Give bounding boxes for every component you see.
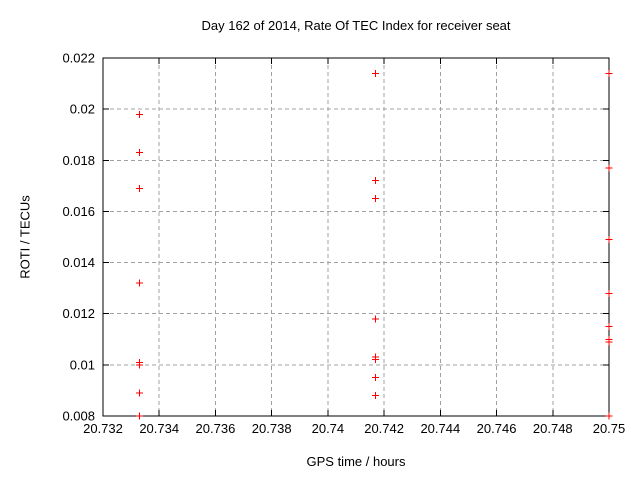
data-point-marker xyxy=(372,177,380,185)
x-tick-label: 20.736 xyxy=(196,421,236,436)
data-point-marker xyxy=(136,184,144,192)
y-tick-label: 0.016 xyxy=(62,204,95,219)
data-point-marker xyxy=(372,195,380,203)
data-point-marker xyxy=(372,392,380,400)
x-tick-label: 20.75 xyxy=(593,421,626,436)
data-point-marker xyxy=(136,412,144,420)
data-point-marker xyxy=(136,389,144,397)
plot-border xyxy=(102,57,610,417)
data-point-marker xyxy=(605,323,613,330)
x-tick-label: 20.738 xyxy=(252,421,292,436)
y-tick-label: 0.018 xyxy=(62,153,95,168)
data-point-marker xyxy=(136,110,144,118)
data-point-marker xyxy=(372,315,380,323)
data-point-marker xyxy=(605,338,613,346)
data-point-marker xyxy=(136,149,144,157)
data-point-marker xyxy=(605,236,613,244)
x-axis-label: GPS time / hours xyxy=(306,454,406,469)
data-point-marker xyxy=(605,69,613,77)
data-point-marker xyxy=(605,289,613,297)
x-tick-label: 20.746 xyxy=(477,421,517,436)
y-tick-label: 0.01 xyxy=(70,357,95,372)
data-point-marker xyxy=(372,69,380,77)
data-point-marker xyxy=(605,164,613,172)
data-point-marker xyxy=(605,412,613,420)
x-tick-label: 20.732 xyxy=(83,421,123,436)
x-tick-label: 20.744 xyxy=(420,421,460,436)
x-tick-label: 20.74 xyxy=(312,421,345,436)
x-tick-label: 20.748 xyxy=(533,421,573,436)
chart-title: Day 162 of 2014, Rate Of TEC Index for r… xyxy=(201,18,511,33)
y-tick-label: 0.012 xyxy=(62,306,95,321)
x-tick-label: 20.742 xyxy=(364,421,404,436)
y-tick-label: 0.014 xyxy=(62,255,95,270)
data-point-marker xyxy=(136,361,144,369)
x-tick-label: 20.734 xyxy=(139,421,179,436)
y-tick-label: 0.02 xyxy=(70,102,95,117)
y-tick-label: 0.008 xyxy=(62,409,95,424)
data-point-marker xyxy=(372,356,380,364)
y-tick-label: 0.022 xyxy=(62,51,95,66)
data-point-marker xyxy=(136,279,144,287)
data-point-marker xyxy=(372,374,380,382)
